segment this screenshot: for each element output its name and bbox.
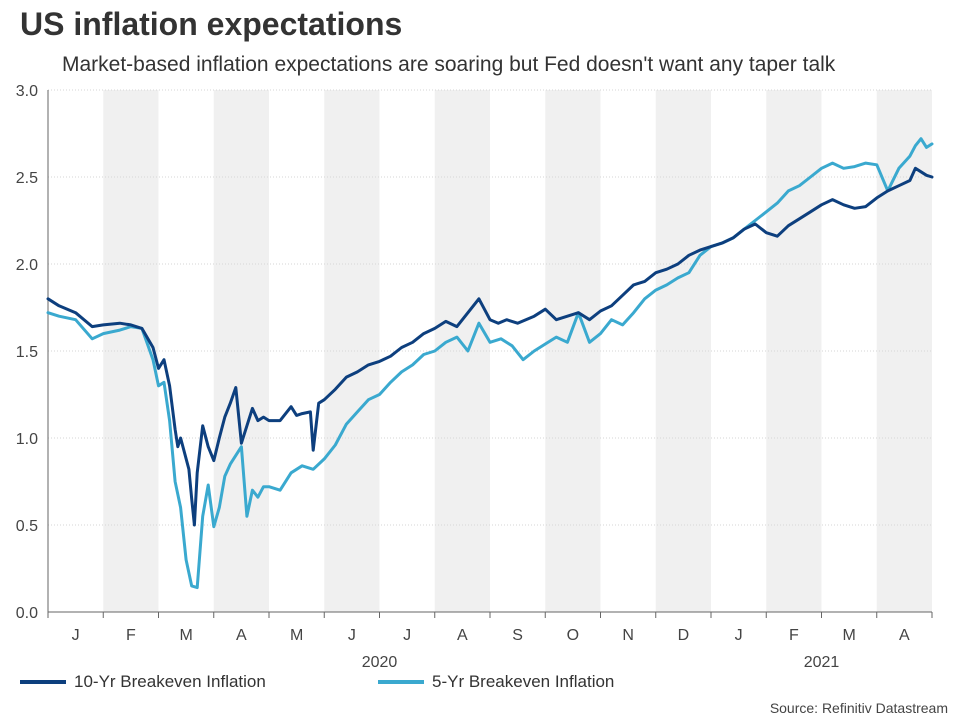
y-tick-label: 0.5	[16, 518, 38, 535]
y-tick-label: 2.5	[16, 170, 38, 187]
x-tick-label-month: J	[403, 627, 411, 644]
x-tick-label-month: J	[72, 627, 80, 644]
series-line-5yr	[46, 137, 934, 590]
source-note: Source: Refinitiv Datastream	[769, 700, 948, 716]
x-tick-label-month: N	[622, 627, 634, 644]
x-tick-label-month: M	[179, 627, 192, 644]
series-line-10yr	[46, 166, 934, 527]
y-tick-label: 3.0	[16, 83, 38, 100]
series-lines	[46, 137, 934, 590]
x-tick-label-month: A	[899, 627, 910, 644]
y-tick-label: 1.5	[16, 344, 38, 361]
x-tick-label-year: 2020	[362, 654, 398, 671]
legend-swatch-10yr	[20, 680, 66, 684]
x-tick-label-year: 2021	[804, 654, 840, 671]
x-tick-label-month: A	[236, 627, 247, 644]
legend-item-10yr: 10-Yr Breakeven Inflation	[20, 672, 266, 692]
x-tick-label-month: J	[735, 627, 743, 644]
x-tick-label-month: M	[842, 627, 855, 644]
chart-subtitle: Market-based inflation expectations are …	[62, 53, 836, 76]
x-tick-label-month: D	[678, 627, 690, 644]
x-tick-label-month: A	[457, 627, 468, 644]
x-tick-label-month: O	[567, 627, 579, 644]
month-band	[655, 90, 711, 612]
x-tick-label-month: M	[290, 627, 303, 644]
legend-label-10yr: 10-Yr Breakeven Inflation	[74, 672, 266, 691]
chart-title: US inflation expectations	[20, 6, 403, 42]
y-tick-label: 2.0	[16, 257, 38, 274]
y-axis: 0.0 0.5 1.0 1.5 2.0 2.5 3.0	[16, 83, 49, 622]
x-axis: J F M A M J J A S O N D J F M A 2020 2021	[47, 611, 933, 671]
y-tick-label: 1.0	[16, 431, 38, 448]
legend-swatch-5yr	[378, 680, 424, 684]
x-tick-label-month: F	[126, 627, 136, 644]
legend-label-5yr: 5-Yr Breakeven Inflation	[432, 672, 615, 691]
x-tick-label-month: F	[789, 627, 799, 644]
y-tick-label: 0.0	[16, 605, 38, 622]
month-band	[545, 90, 601, 612]
legend-item-5yr: 5-Yr Breakeven Inflation	[378, 672, 614, 692]
x-tick-label-month: S	[512, 627, 523, 644]
x-tick-label-month: J	[348, 627, 356, 644]
